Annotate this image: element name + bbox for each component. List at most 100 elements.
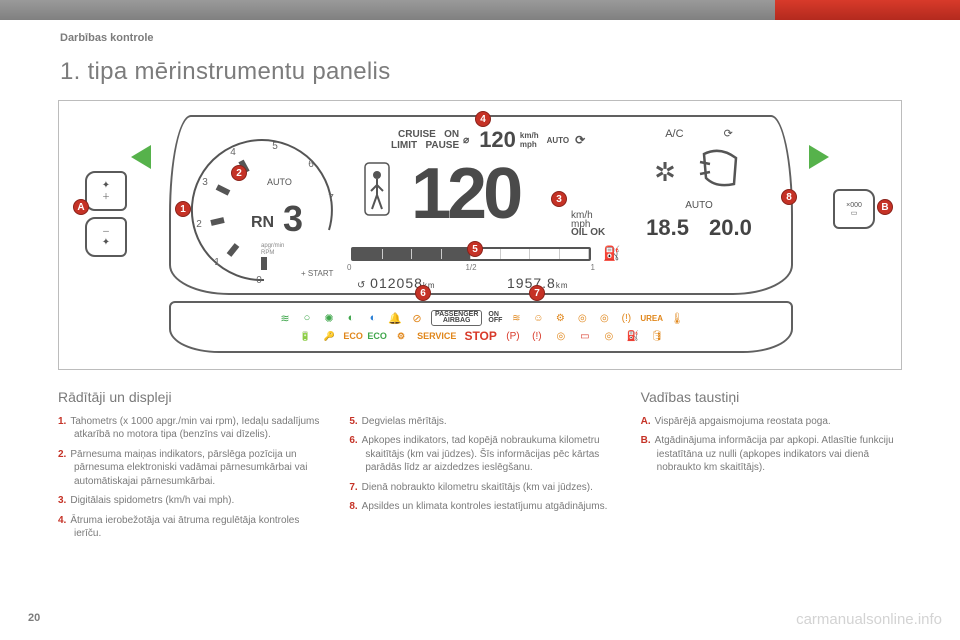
left-heading: Rādītāji un displeji (58, 388, 319, 407)
svg-text:4: 4 (230, 147, 236, 158)
brake-warning-icon: (!) (529, 328, 545, 344)
tachometer: 0 1 2 3 4 5 6 7 AUTO RN (189, 135, 339, 285)
warning-lights-bar: ≋○✺◐◐🔔⊘PASSENGERAIRBAGONOFF≋☺⚙◎◎(!)UREA🌡… (169, 301, 793, 353)
cruise-auto: AUTO (547, 136, 570, 145)
list-item: 8.Apsildes un klimata kontroles iestatīj… (349, 500, 610, 514)
gear-mode: RN (251, 214, 274, 231)
passenger-airbag-label: PASSENGERAIRBAG (431, 310, 482, 327)
eco-on-icon: ECO (369, 328, 385, 344)
svg-text:3: 3 (202, 177, 208, 188)
low-beam-icon: ◐ (343, 310, 359, 326)
seat-occupancy-icon (363, 161, 391, 217)
column-mid: 5.Degvielas mērītājs. 6.Apkopes indikator… (349, 388, 610, 547)
stop-label: STOP (464, 329, 496, 343)
list-item: A.Vispārējā apgaismojuma reostata poga. (641, 415, 902, 429)
marker-4: 4 (475, 111, 491, 127)
right-turn-signal-icon (809, 145, 829, 169)
coolant-icon: 🌡 (669, 310, 685, 326)
list-item: B.Atgādinājuma informācija par apkopi. A… (641, 434, 902, 475)
marker-8: 8 (781, 189, 797, 205)
immobilizer-icon: 🔑 (321, 328, 337, 344)
abs-icon: ◎ (574, 310, 590, 326)
gear-number: 3 (283, 198, 303, 239)
fuel-segment (412, 249, 442, 259)
tpms-icon: (!) (618, 310, 634, 326)
top-bar-red (775, 0, 960, 20)
sidelight-icon: ○ (299, 310, 315, 326)
dimmer-down-button[interactable]: －✦ (85, 217, 127, 257)
airbag-icon: ☺ (530, 310, 546, 326)
top-bar-gray (0, 0, 775, 20)
marker-7: 7 (529, 285, 545, 301)
list-item: 7.Dienā nobraukto kilometru skaitītājs (… (349, 481, 610, 495)
oil-ok-label: OIL OK (571, 227, 605, 238)
reset-button[interactable]: ×000 ▭ (833, 189, 875, 229)
check-engine-icon: ⚙ (393, 328, 409, 344)
reset-button-label: ×000 (846, 202, 862, 209)
oil-can-icon: 🛢 (649, 328, 665, 344)
service-label: SERVICE (417, 331, 456, 341)
marker-B: B (877, 199, 893, 215)
fog-rear-icon: ≋ (277, 310, 293, 326)
marker-6: 6 (415, 285, 431, 301)
temp-right: 20.0 (709, 215, 752, 241)
list-item: 6.Apkopes indikators, tad kopējā nobrauk… (349, 434, 610, 475)
marker-A: A (73, 199, 89, 215)
battery-icon: 🔋 (297, 328, 313, 344)
digital-speed-value: 120 (411, 153, 519, 235)
door-open-icon: ▭ (577, 328, 593, 344)
svg-text:6: 6 (308, 159, 314, 170)
stop-start-label: + START (301, 269, 333, 278)
fog-front-icon: ✺ (321, 310, 337, 326)
description-columns: Rādītāji un displeji 1.Tahometrs (x 1000… (58, 388, 902, 547)
esp-icon: ◎ (596, 310, 612, 326)
svg-text:0: 0 (256, 275, 262, 285)
watermark: carmanualsonline.info (796, 611, 942, 628)
top-bar (0, 0, 960, 20)
left-turn-signal-icon (131, 145, 151, 169)
svg-text:7: 7 (328, 193, 334, 204)
cruise-speed-value: 120 (479, 127, 516, 153)
tachometer-dial: 0 1 2 3 4 5 6 7 AUTO RN (189, 135, 339, 285)
cruise-labels: CRUISE ON LIMIT PAUSE (391, 129, 459, 151)
list-item: 1.Tahometrs (x 1000 apgr./min vai rpm), … (58, 415, 319, 442)
marker-3: 3 (551, 191, 567, 207)
list-item: 3.Digitālais spidometrs (km/h vai mph). (58, 494, 319, 508)
eco-off-icon: ECO (345, 328, 361, 344)
fuel-segment (353, 249, 383, 259)
instrument-panel-figure: ✦＋ －✦ A ×000 ▭ B 0 1 2 3 4 5 6 7 (58, 100, 902, 370)
svg-text:RPM: RPM (261, 250, 274, 256)
ac-label: A/C (665, 128, 683, 140)
svg-text:5: 5 (272, 141, 278, 152)
airflow-mode-icon (696, 144, 744, 200)
list-item: 2.Pārnesuma maiņas indikators, pārslēga … (58, 448, 319, 489)
parking-brake-red-icon: (P) (505, 328, 521, 344)
list-item: 4.Ātruma ierobežotāja vai ātruma regulēt… (58, 514, 319, 541)
diesel-filter-icon: ⛽ (625, 328, 641, 344)
marker-5: 5 (467, 241, 483, 257)
fuel-segment (383, 249, 413, 259)
recirc-icon: ⟳ (724, 127, 733, 140)
airbag-on-off-label: ONOFF (488, 312, 502, 325)
fan-icon: ✲ (654, 157, 676, 188)
page-number: 20 (28, 612, 40, 624)
fuel-segment (530, 249, 560, 259)
fuel-pump-icon: ⛽ (603, 245, 620, 262)
fuel-segment (501, 249, 531, 259)
cruise-unit: km/h mph (520, 131, 539, 149)
svg-text:1: 1 (214, 257, 220, 268)
cruise-control-display: CRUISE ON LIMIT PAUSE ⌀ 120 km/h mph AUT… (391, 127, 585, 153)
urea-label: UREA (640, 314, 663, 323)
column-left: Rādītāji un displeji 1.Tahometrs (x 1000… (58, 388, 319, 547)
right-heading: Vadības taustiņi (641, 388, 902, 407)
engine-icon: ⚙ (552, 310, 568, 326)
ac-auto-label: AUTO (685, 200, 713, 211)
list-item: 5.Degvielas mērītājs. (349, 415, 610, 429)
high-beam-icon: ◐ (365, 310, 381, 326)
fuel-gauge-labels: 0 1/2 1 (347, 263, 595, 272)
auto-label: AUTO (267, 177, 292, 187)
seatbelt-icon: 🔔 (387, 310, 403, 326)
svg-text:apgr/min: apgr/min (261, 243, 284, 249)
esp-off-icon: ◎ (601, 328, 617, 344)
dimmer-up-button[interactable]: ✦＋ (85, 171, 127, 211)
